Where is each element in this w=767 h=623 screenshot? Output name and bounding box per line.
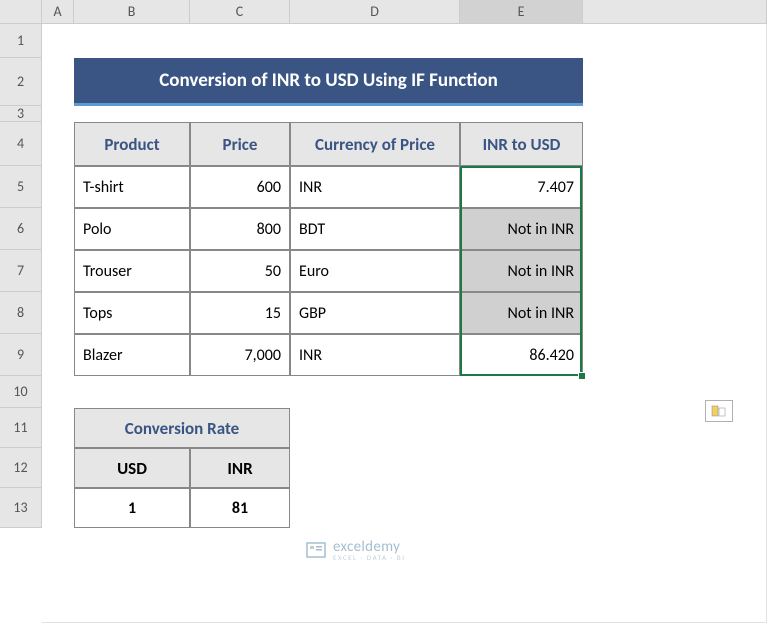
row-header-10[interactable]: 10 <box>0 376 42 408</box>
row-header-11[interactable]: 11 <box>0 408 42 448</box>
row-header-8[interactable]: 8 <box>0 292 42 334</box>
paste-options-button[interactable] <box>705 400 733 422</box>
fill-handle[interactable] <box>578 372 586 380</box>
cell-product[interactable]: Trouser <box>74 250 190 292</box>
row-header-2[interactable]: 2 <box>0 58 42 106</box>
watermark: exceldemy EXCEL · DATA · BI <box>305 538 406 562</box>
cell-result[interactable]: 7.407 <box>460 166 583 208</box>
cell-result[interactable]: Not in INR <box>460 208 583 250</box>
row-header-12[interactable]: 12 <box>0 448 42 488</box>
cell-currency[interactable]: INR <box>290 334 460 376</box>
cell-price[interactable]: 15 <box>190 292 290 334</box>
conv-inr-value[interactable]: 81 <box>190 488 290 528</box>
conv-header-usd: USD <box>74 448 190 488</box>
cell-result[interactable]: Not in INR <box>460 250 583 292</box>
col-header-blank[interactable] <box>583 0 767 24</box>
cell-currency[interactable]: Euro <box>290 250 460 292</box>
header-product: Product <box>74 122 190 166</box>
paste-options-icon <box>711 405 727 417</box>
conv-usd-value[interactable]: 1 <box>74 488 190 528</box>
row-header-5[interactable]: 5 <box>0 166 42 208</box>
row-header-7[interactable]: 7 <box>0 250 42 292</box>
col-header-A[interactable]: A <box>42 0 74 24</box>
cell-currency[interactable]: BDT <box>290 208 460 250</box>
col-header-B[interactable]: B <box>74 0 190 24</box>
conversion-title: Conversion Rate <box>74 408 290 448</box>
col-header-D[interactable]: D <box>290 0 460 24</box>
header-result: INR to USD <box>460 122 583 166</box>
cell-currency[interactable]: GBP <box>290 292 460 334</box>
select-all-corner[interactable] <box>0 0 42 24</box>
cell-price[interactable]: 800 <box>190 208 290 250</box>
cell-product[interactable]: Polo <box>74 208 190 250</box>
watermark-icon <box>305 539 327 561</box>
cell-product[interactable]: Blazer <box>74 334 190 376</box>
cell-currency[interactable]: INR <box>290 166 460 208</box>
cell-product[interactable]: Tops <box>74 292 190 334</box>
col-header-E[interactable]: E <box>460 0 583 24</box>
row-header-6[interactable]: 6 <box>0 208 42 250</box>
row-header-13[interactable]: 13 <box>0 488 42 528</box>
cell-price[interactable]: 50 <box>190 250 290 292</box>
row-header-9[interactable]: 9 <box>0 334 42 376</box>
header-price: Price <box>190 122 290 166</box>
row-header-1[interactable]: 1 <box>0 24 42 58</box>
row-header-4[interactable]: 4 <box>0 122 42 166</box>
cell-result[interactable]: Not in INR <box>460 292 583 334</box>
header-currency: Currency of Price <box>290 122 460 166</box>
col-header-C[interactable]: C <box>190 0 290 24</box>
cell-price[interactable]: 7,000 <box>190 334 290 376</box>
spreadsheet-grid: A B C D E 1 2 3 4 5 6 7 8 9 10 11 12 13 … <box>0 0 767 623</box>
watermark-subtitle: EXCEL · DATA · BI <box>333 553 406 562</box>
conv-header-inr: INR <box>190 448 290 488</box>
cell-result[interactable]: 86.420 <box>460 334 583 376</box>
row-header-3[interactable]: 3 <box>0 106 42 122</box>
cell-product[interactable]: T-shirt <box>74 166 190 208</box>
title-banner: Conversion of INR to USD Using IF Functi… <box>74 58 583 106</box>
cell-price[interactable]: 600 <box>190 166 290 208</box>
